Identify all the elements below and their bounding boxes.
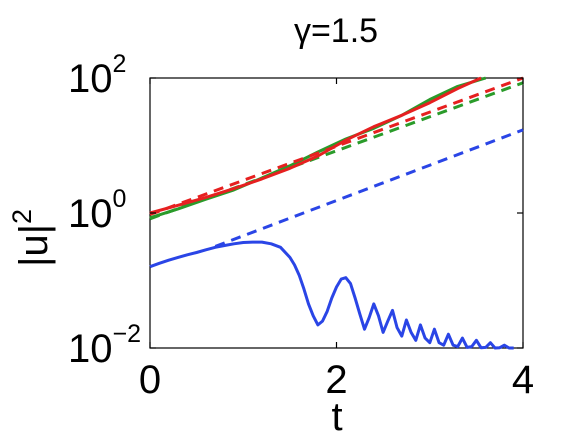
- tick-layer: 0 2 4 10−2 100 102: [68, 50, 534, 402]
- chart-title: γ=1.5: [294, 12, 378, 50]
- x-tick-label-3: 4: [512, 358, 534, 402]
- y-axis-label-exponent: 2: [7, 209, 37, 224]
- series-line-6: [149, 76, 524, 216]
- axes-box: [149, 77, 524, 349]
- svg-text:|u|2: |u|2: [7, 209, 56, 267]
- y-axis-label: |u|2: [7, 209, 56, 267]
- series-layer: [149, 76, 524, 350]
- x-tick-label-1: 0: [139, 358, 161, 402]
- series-line-2: [214, 128, 524, 248]
- x-tick-label-2: 2: [325, 358, 347, 402]
- x-axis-label: t: [331, 395, 342, 438]
- series-line-1: [149, 240, 514, 350]
- y-tick-label-2: 100: [68, 185, 126, 236]
- y-axis-label-base: |u|: [12, 224, 56, 267]
- y-tick-label-1: 10−2: [68, 320, 141, 371]
- y-tick-label-3: 102: [68, 50, 126, 101]
- plot-area: 0 2 4 10−2 100 102: [68, 50, 534, 402]
- series-line-4: [149, 81, 524, 221]
- series-line-5: [149, 76, 482, 215]
